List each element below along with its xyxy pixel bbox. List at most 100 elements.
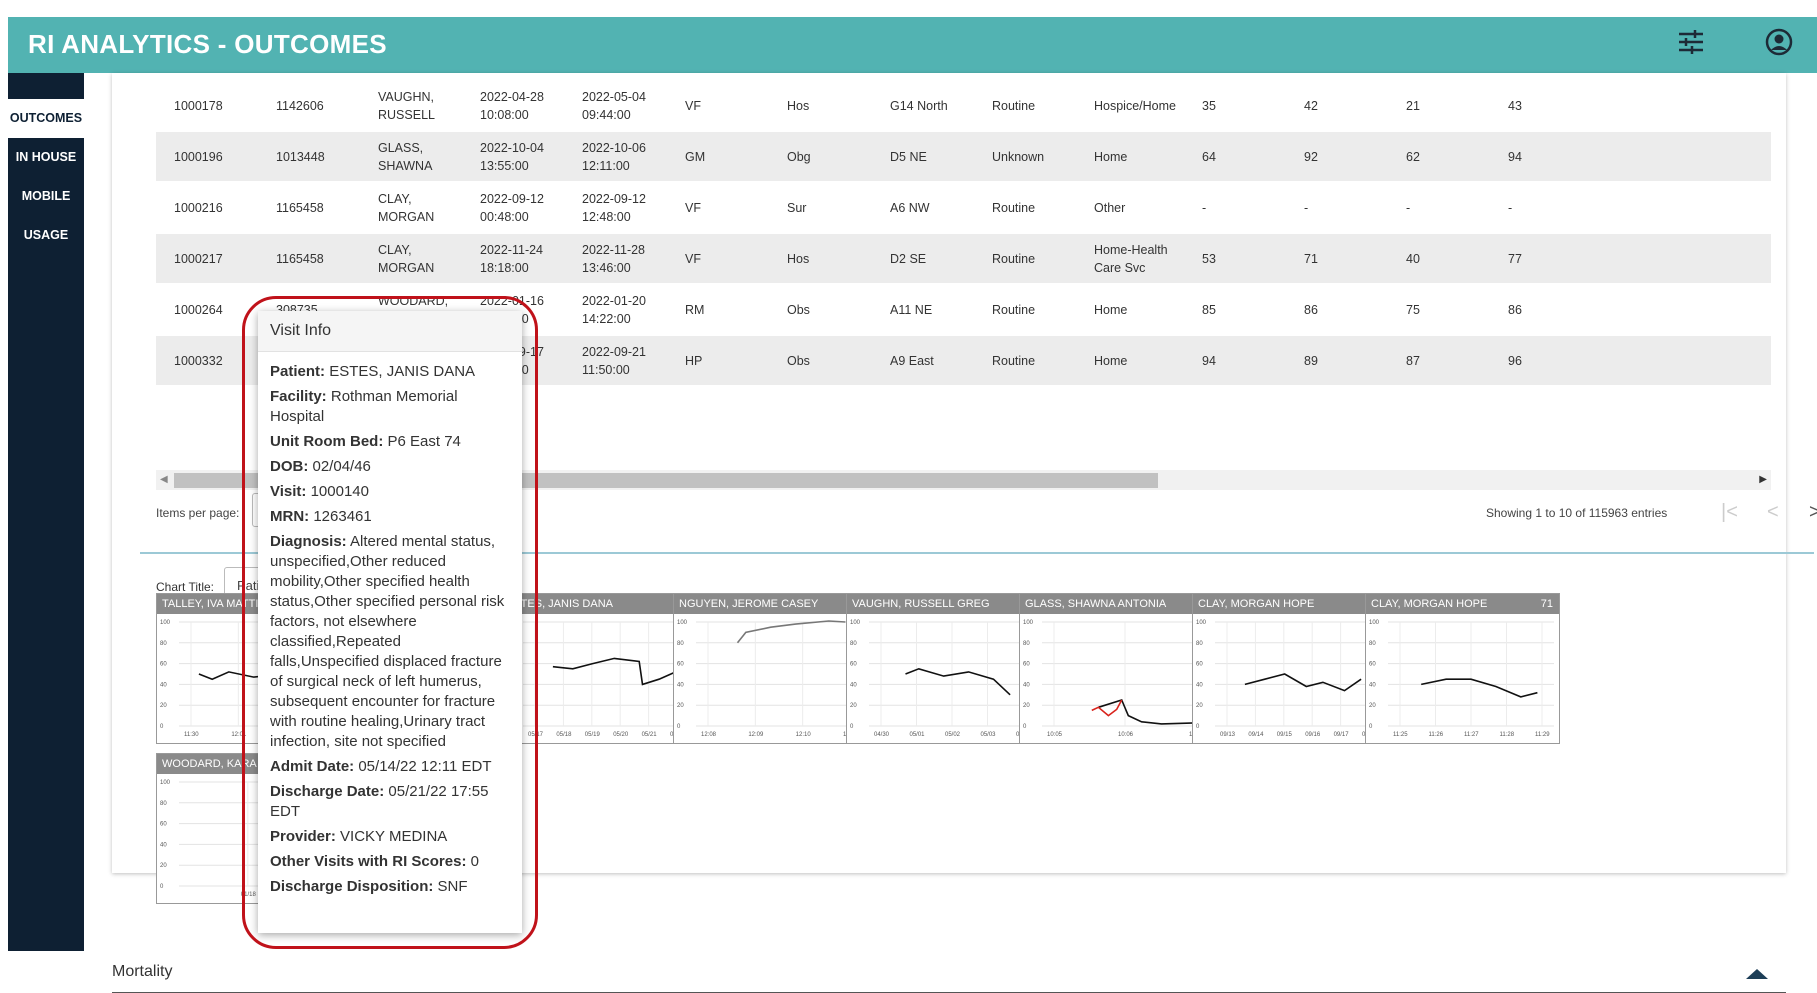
y-tick-label: 40 <box>160 842 167 848</box>
table-cell: 62 <box>1406 149 1420 164</box>
table-cell: - <box>1406 200 1411 215</box>
table-cell: Obs <box>787 302 810 317</box>
table-row[interactable]: 1000216 1165458 CLAY, MORGAN 2022-09-12 00:… <box>156 183 1771 232</box>
table-cell: G14 North <box>890 98 948 113</box>
table-cell: 2022-11-24 18:18:00 <box>480 242 544 275</box>
table-cell: 94 <box>1202 353 1216 368</box>
tooltip-field-value: 05/21/22 17:55 EDT <box>270 783 489 820</box>
tooltip-field-label: Admit Date: <box>270 758 355 775</box>
table-cell: 2022-10-04 13:55:00 <box>480 140 544 173</box>
x-tick-label: 05/18 <box>556 732 572 738</box>
table-cell: 43 <box>1508 98 1522 113</box>
mini-chart-header: CLAY, MORGAN HOPE 71 <box>1366 594 1559 614</box>
y-tick-label: 20 <box>1196 703 1203 709</box>
table-cell: 85 <box>1202 302 1216 317</box>
x-tick-label: 05/02 <box>945 732 961 738</box>
patient-mini-chart[interactable]: GLASS, SHAWNA ANTONIA92 100 80 60 40 20 0 10:05… <box>1019 593 1214 744</box>
x-tick-label: 11:27 <box>1464 732 1479 738</box>
table-row[interactable]: 1000178 1142606 VAUGHN, RUSSELL 2022-04-28 … <box>156 81 1771 130</box>
tooltip-field-label: Discharge Disposition: <box>270 878 434 895</box>
table-cell: 40 <box>1406 251 1420 266</box>
y-tick-label: 60 <box>1196 662 1203 668</box>
tooltip-field: Facility: Rothman Memorial Hospital <box>270 387 510 427</box>
table-cell: Home <box>1094 353 1128 368</box>
alert-trend-segment <box>1091 699 1123 717</box>
visit-info-tooltip: Visit Info Patient: ESTES, JANIS DANA Fac… <box>258 311 522 933</box>
table-cell: VF <box>685 251 701 266</box>
patient-mini-chart[interactable]: CLAY, MORGAN HOPE 71 100 80 60 40 20 0 11:25 11:2… <box>1365 593 1560 744</box>
mini-chart-header: VAUGHN, RUSSELL GREG42 <box>847 594 1040 614</box>
table-row[interactable]: 1000217 1165458 CLAY, MORGAN 2022-11-24 18:… <box>156 234 1771 283</box>
tooltip-field-value: 1000140 <box>310 483 369 500</box>
mini-chart-header: GLASS, SHAWNA ANTONIA92 <box>1020 594 1213 614</box>
tooltip-field-label: Patient: <box>270 363 326 380</box>
table-cell: Routine <box>992 200 1036 215</box>
tooltip-title: Visit Info <box>258 311 522 352</box>
nav-outcomes[interactable]: OUTCOMES <box>8 99 84 138</box>
side-nav: OUTCOMES IN HOUSE MOBILE USAGE <box>8 73 84 951</box>
first-page-button[interactable]: |< <box>1721 501 1738 523</box>
tooltip-field-value: VICKY MEDINA <box>340 828 448 845</box>
x-tick-label: 09/16 <box>1305 732 1321 738</box>
tooltip-field-label: MRN: <box>270 508 310 525</box>
table-cell: 94 <box>1508 149 1522 164</box>
table-cell: 53 <box>1202 251 1216 266</box>
mini-chart-score: 71 <box>1540 598 1553 610</box>
collapse-arrow-icon[interactable] <box>1746 969 1768 979</box>
scroll-right-icon[interactable]: ▶ <box>1759 474 1767 485</box>
settings-sliders-icon[interactable] <box>1676 27 1706 62</box>
x-tick-label: 04/30 <box>874 732 890 738</box>
table-cell: 1165458 <box>276 200 324 215</box>
tooltip-field-label: Diagnosis: <box>270 533 347 550</box>
score-trend-line <box>905 667 1011 696</box>
table-cell: 64 <box>1202 149 1216 164</box>
table-cell: 2022-09-21 11:50:00 <box>582 344 646 377</box>
mortality-title: Mortality <box>112 963 173 980</box>
nav-mobile[interactable]: MOBILE <box>21 189 71 203</box>
table-cell: VF <box>685 98 701 113</box>
table-cell: Hos <box>787 98 810 113</box>
account-icon[interactable] <box>1764 27 1794 62</box>
tooltip-field-label: Discharge Date: <box>270 783 385 800</box>
tooltip-field-value: ESTES, JANIS DANA <box>329 363 476 380</box>
tooltip-field-value: Rothman Memorial Hospital <box>270 388 458 425</box>
next-page-button[interactable]: > <box>1809 501 1817 523</box>
tooltip-field-value: 05/14/22 12:11 EDT <box>358 758 492 775</box>
tooltip-field: Visit: 1000140 <box>270 482 510 502</box>
table-cell: Other <box>1094 200 1126 215</box>
mini-chart-plot: 100 80 60 40 20 0 11:25 11:26 11:27 11:28 11:29 <box>1369 620 1554 738</box>
tooltip-field-value: SNF <box>437 878 468 895</box>
y-tick-label: 100 <box>677 620 688 626</box>
x-tick-label: 05/01 <box>910 732 926 738</box>
table-row[interactable]: 1000196 1013448 GLASS, SHAWNA 2022-10-04 13… <box>156 132 1771 181</box>
x-tick-label: 12:01 <box>231 732 247 738</box>
table-cell: 96 <box>1508 353 1522 368</box>
table-cell: - <box>1304 200 1309 215</box>
patient-mini-chart[interactable]: VAUGHN, RUSSELL GREG42 100 80 60 40 20 0 04/30 0… <box>846 593 1041 744</box>
nav-in-house[interactable]: IN HOUSE <box>15 150 77 164</box>
patient-mini-chart[interactable]: NGUYEN, JEROME CASEY96 100 80 60 40 20 0 12:08 1… <box>673 593 868 744</box>
tooltip-body: Patient: ESTES, JANIS DANA Facility: Roth… <box>258 352 522 897</box>
tooltip-field: Admit Date: 05/14/22 12:11 EDT <box>270 757 510 777</box>
table-cell: Routine <box>992 302 1036 317</box>
tooltip-field-value: 0 <box>470 853 479 870</box>
x-tick-label: 11:26 <box>1429 732 1444 738</box>
table-cell: 2022-09-12 12:48:00 <box>582 191 646 224</box>
mini-chart-patient-name: VAUGHN, RUSSELL GREG <box>852 598 990 610</box>
x-tick-label: 10:05 <box>1047 732 1063 738</box>
app-title: RI ANALYTICS - OUTCOMES <box>28 29 387 59</box>
nav-usage[interactable]: USAGE <box>23 228 69 242</box>
table-cell: 1000264 <box>174 302 223 317</box>
mini-chart-header: NGUYEN, JEROME CASEY96 <box>674 594 867 614</box>
scroll-left-icon[interactable]: ◀ <box>160 474 168 485</box>
patient-mini-chart[interactable]: CLAY, MORGAN HOPE59 100 80 60 40 20 0 09/13 09/1… <box>1192 593 1387 744</box>
table-cell: 2022-04-28 10:08:00 <box>480 89 544 122</box>
mini-chart-patient-name: NGUYEN, JEROME CASEY <box>679 598 819 610</box>
y-tick-label: 40 <box>850 682 857 688</box>
prev-page-button[interactable]: < <box>1767 501 1779 523</box>
table-cell: GM <box>685 149 706 164</box>
table-cell: 1000216 <box>174 200 223 215</box>
y-tick-label: 80 <box>677 641 684 647</box>
y-tick-label: 20 <box>1023 703 1030 709</box>
